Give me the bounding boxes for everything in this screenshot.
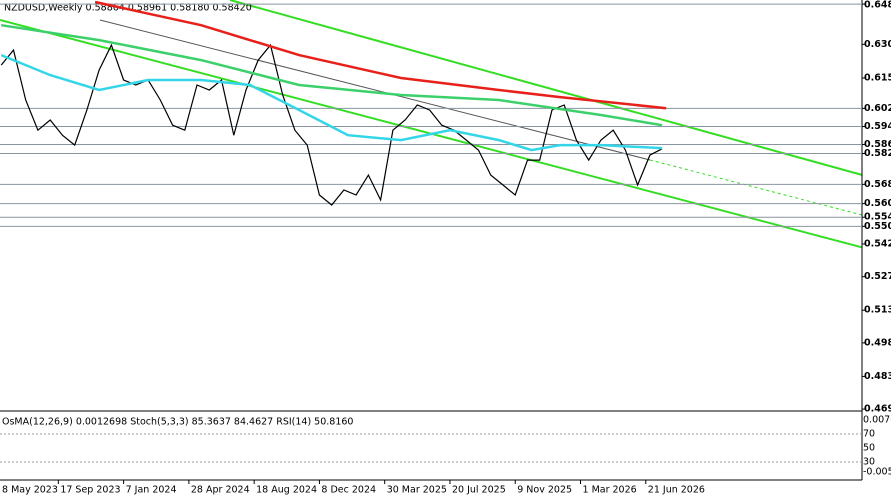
- x-tick-label: 28 Apr 2024: [191, 485, 250, 496]
- plot-area: [0, 0, 862, 227]
- x-tick-label: 7 Jan 2024: [126, 485, 177, 496]
- y-tick-label: 0.63025: [864, 39, 891, 50]
- trend-line: [229, 0, 862, 177]
- x-tick-label: 18 Aug 2024: [256, 485, 317, 496]
- trend-line: [649, 159, 862, 216]
- y-tick-label: 0.55000: [864, 221, 891, 232]
- x-tick-label: 30 Mar 2025: [387, 485, 447, 496]
- y-tick-label: 0.61540: [864, 73, 891, 84]
- trend-line: [0, 19, 862, 249]
- y-tick-label: 0.48380: [864, 371, 891, 382]
- x-tick-label: 9 Nov 2025: [517, 485, 572, 496]
- x-tick-label: 1 Mar 2026: [583, 485, 637, 496]
- y-tick-label: 0.60200: [864, 103, 891, 114]
- price-line: [1, 23, 663, 127]
- x-tick-label: 21 Jun 2026: [648, 485, 705, 496]
- indicator-scale-label: 50: [863, 443, 875, 454]
- y-tick-label: 0.55400: [864, 212, 891, 223]
- y-tick-label: 0.58210: [864, 148, 891, 159]
- x-tick-label: 8 May 2023: [2, 485, 58, 496]
- y-tick-label: 0.58610: [864, 139, 891, 150]
- y-tick-label: 0.51300: [864, 305, 891, 316]
- indicator-scale-label: -0.0057000: [863, 467, 891, 478]
- trend-line: [99, 19, 651, 161]
- y-tick-label: 0.54220: [864, 239, 891, 250]
- y-tick-label: 0.64800: [864, 0, 891, 11]
- indicator-scale-label: 70: [863, 429, 875, 440]
- y-tick-label: 0.59400: [864, 121, 891, 132]
- trend-lines: [0, 0, 862, 249]
- indicator-label: OsMA(12,26,9) 0.0012698 Stoch(5,3,3) 85.…: [2, 417, 353, 428]
- price-line: [0, 53, 663, 152]
- price-line: [94, 0, 667, 110]
- indicator-scale-label: 0.0070262: [863, 415, 891, 426]
- x-tick-label: 8 Dec 2024: [321, 485, 376, 496]
- y-tick-label: 0.56000: [864, 198, 891, 209]
- indicator-scale-label: 30: [863, 457, 875, 468]
- y-tick-label: 0.49860: [864, 337, 891, 348]
- y-tick-label: 0.46940: [864, 404, 891, 415]
- x-tick-label: 17 Sep 2023: [60, 485, 120, 496]
- y-tick-label: 0.56850: [864, 179, 891, 190]
- price-line: [0, 43, 663, 206]
- y-tick-label: 0.52780: [864, 271, 891, 282]
- x-tick-label: 20 Jul 2025: [452, 485, 506, 496]
